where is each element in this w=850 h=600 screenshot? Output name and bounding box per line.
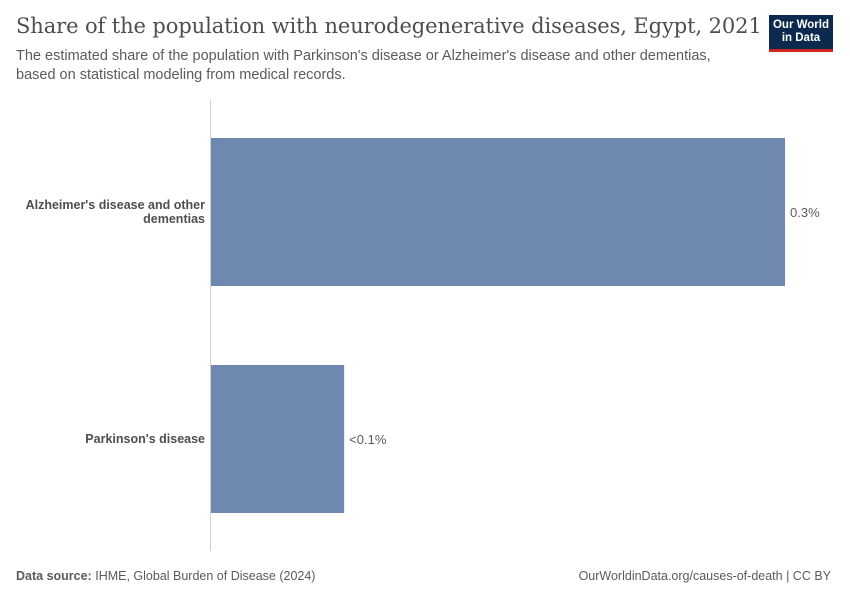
data-source-text: IHME, Global Burden of Disease (2024) [95, 569, 316, 583]
bar-0 [211, 138, 785, 286]
logo-line-1: Our World [772, 19, 829, 31]
data-source-label: Data source: [16, 569, 92, 583]
source-link[interactable]: OurWorldinData.org/causes-of-death | CC … [578, 569, 831, 583]
bar-1 [211, 365, 345, 513]
chart-subtitle: The estimated share of the population wi… [16, 48, 711, 83]
logo-line-2: in Data [781, 32, 821, 44]
chart-title: Share of the population with neurodegene… [16, 14, 762, 38]
category-label-0-0: Alzheimer's disease and other [26, 198, 206, 212]
category-label-1-0: Parkinson's disease [85, 432, 205, 446]
data-source: Data source: IHME, Global Burden of Dise… [16, 569, 315, 583]
value-label-1: <0.1% [349, 432, 387, 447]
owid-logo[interactable]: Our World in Data [769, 15, 833, 52]
value-label-0: 0.3% [790, 205, 820, 220]
category-label-0-1: dementias [143, 212, 205, 226]
